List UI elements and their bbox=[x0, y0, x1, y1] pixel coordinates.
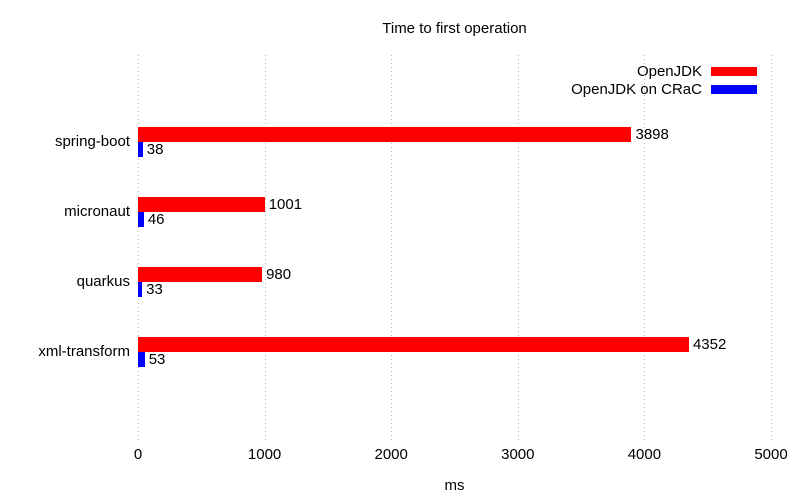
bar-value-label: 38 bbox=[146, 141, 164, 158]
gridline bbox=[644, 55, 646, 442]
bar-openjdk-on-crac bbox=[138, 142, 143, 157]
bar-openjdk-on-crac bbox=[138, 212, 144, 227]
bar-value-label: 33 bbox=[146, 281, 163, 298]
chart-title: Time to first operation bbox=[382, 20, 527, 37]
x-tick-label: 3000 bbox=[501, 446, 535, 463]
bar-value-label: 53 bbox=[148, 351, 166, 368]
gridline bbox=[517, 55, 519, 442]
category-label: xml-transform bbox=[38, 343, 130, 360]
legend-swatch-crac bbox=[711, 84, 757, 94]
x-tick-label: 5000 bbox=[754, 446, 788, 463]
x-tick-label: 0 bbox=[133, 446, 143, 463]
bar-value-label: 1001 bbox=[268, 196, 303, 213]
gridline bbox=[264, 55, 266, 442]
gridline bbox=[138, 55, 139, 442]
legend-row-crac: OpenJDK on CRaC bbox=[571, 80, 757, 98]
x-tick-label: 1000 bbox=[247, 446, 282, 463]
x-tick-label: 2000 bbox=[374, 446, 408, 463]
category-label: spring-boot bbox=[54, 133, 130, 150]
category-label: micronaut bbox=[64, 203, 130, 220]
legend-label-crac: OpenJDK on CRaC bbox=[571, 80, 702, 98]
legend: OpenJDK OpenJDK on CRaC bbox=[571, 62, 757, 98]
bar-value-label: 3898 bbox=[635, 126, 669, 143]
bar-openjdk-on-crac bbox=[138, 282, 143, 297]
bar-openjdk bbox=[138, 267, 263, 282]
gridline bbox=[391, 55, 393, 442]
bar-openjdk-on-crac bbox=[138, 352, 145, 367]
bar-openjdk bbox=[138, 127, 632, 142]
x-tick-label: 4000 bbox=[627, 446, 662, 463]
category-label: quarkus bbox=[76, 273, 130, 290]
bar-openjdk bbox=[138, 337, 689, 352]
plot-area: 3898 38 1001 46 980 33 4352 53 bbox=[138, 55, 772, 442]
legend-row-openjdk: OpenJDK bbox=[571, 62, 757, 80]
legend-swatch-openjdk bbox=[711, 66, 757, 76]
gridline bbox=[771, 55, 772, 442]
legend-label-openjdk: OpenJDK bbox=[636, 62, 702, 80]
x-axis-label: ms bbox=[444, 477, 465, 494]
bar-value-label: 980 bbox=[266, 266, 292, 283]
bar-value-label: 46 bbox=[147, 211, 165, 228]
bar-openjdk bbox=[138, 197, 265, 212]
bar-value-label: 4352 bbox=[692, 336, 727, 353]
